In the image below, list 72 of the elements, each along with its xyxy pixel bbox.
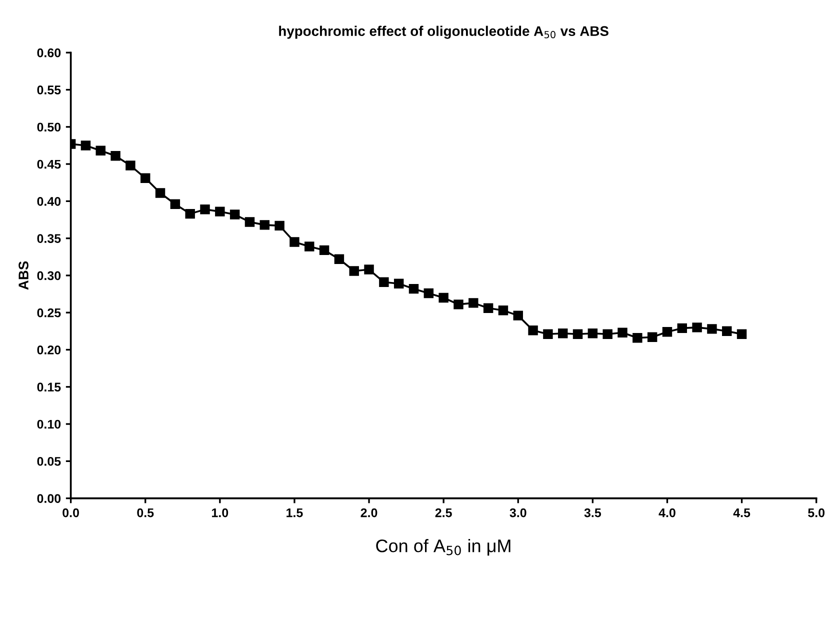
point [513,310,523,320]
x-tick-label: 2.5 [435,508,452,518]
point [528,326,538,336]
y-tick-label: 0.15 [37,382,61,392]
point [543,329,553,339]
point [185,208,195,219]
point [200,204,210,214]
point [140,173,150,184]
x-tick-label: 4.5 [733,508,750,518]
x-tick-label: 0.5 [137,508,154,518]
point [677,323,688,334]
y-tick-label: 0.10 [37,420,61,429]
point [722,326,732,336]
point [408,284,419,294]
chart-title: hypochromic effect of oligonucleotide A$_{50}$ vs ABS [279,26,608,39]
x-tick-label: 5.0 [808,508,825,518]
point [215,206,225,216]
point [364,264,374,274]
y-tick-label: 0.20 [37,346,61,354]
point [558,328,568,338]
point [572,329,583,339]
x-tick-label: 1.0 [212,508,228,518]
point [230,210,240,220]
x-tick-label: 3.0 [510,508,526,518]
point [96,146,106,156]
x-tick-label: 2.0 [360,508,378,518]
point [319,245,330,256]
x-axis-title: Con of A$_{50}$ in μM [376,539,510,556]
y-tick-label: 0.35 [37,234,61,243]
point [424,288,434,298]
y-tick-label: 0.00 [37,494,61,503]
y-tick-label: 0.55 [37,86,61,94]
x-tick-label: 0.0 [62,508,79,518]
y-tick-label: 0.30 [37,271,61,280]
point [274,220,284,231]
y-tick-label: 0.40 [37,196,61,206]
point [155,188,166,198]
point [588,328,598,338]
point [349,266,359,276]
x-tick-label: 1.5 [286,508,303,518]
point [468,298,478,308]
point [662,327,672,337]
point [736,329,747,339]
point [244,217,255,227]
point [170,199,180,210]
point [692,322,702,332]
x-tick-label: 4.0 [658,508,676,518]
y-tick-label: 0.60 [37,48,61,58]
y-axis-title: ABS [18,261,28,290]
point [454,300,464,310]
point [126,160,136,170]
point [618,328,628,338]
point [498,306,508,316]
y-tick-label: 0.05 [37,456,61,466]
point [110,151,120,161]
point [304,242,314,252]
point [334,254,344,264]
point [379,277,389,287]
point [290,237,300,247]
y-tick-label: 0.50 [37,122,61,132]
point [632,332,642,343]
point [602,329,612,339]
point [260,220,270,230]
point [438,292,448,303]
x-tick-label: 3.5 [584,508,602,518]
y-tick-label: 0.45 [37,160,61,169]
point [394,278,404,288]
point [647,332,658,342]
point [707,324,717,334]
y-tick-label: 0.25 [37,308,61,318]
point [483,303,494,313]
point [80,140,91,150]
